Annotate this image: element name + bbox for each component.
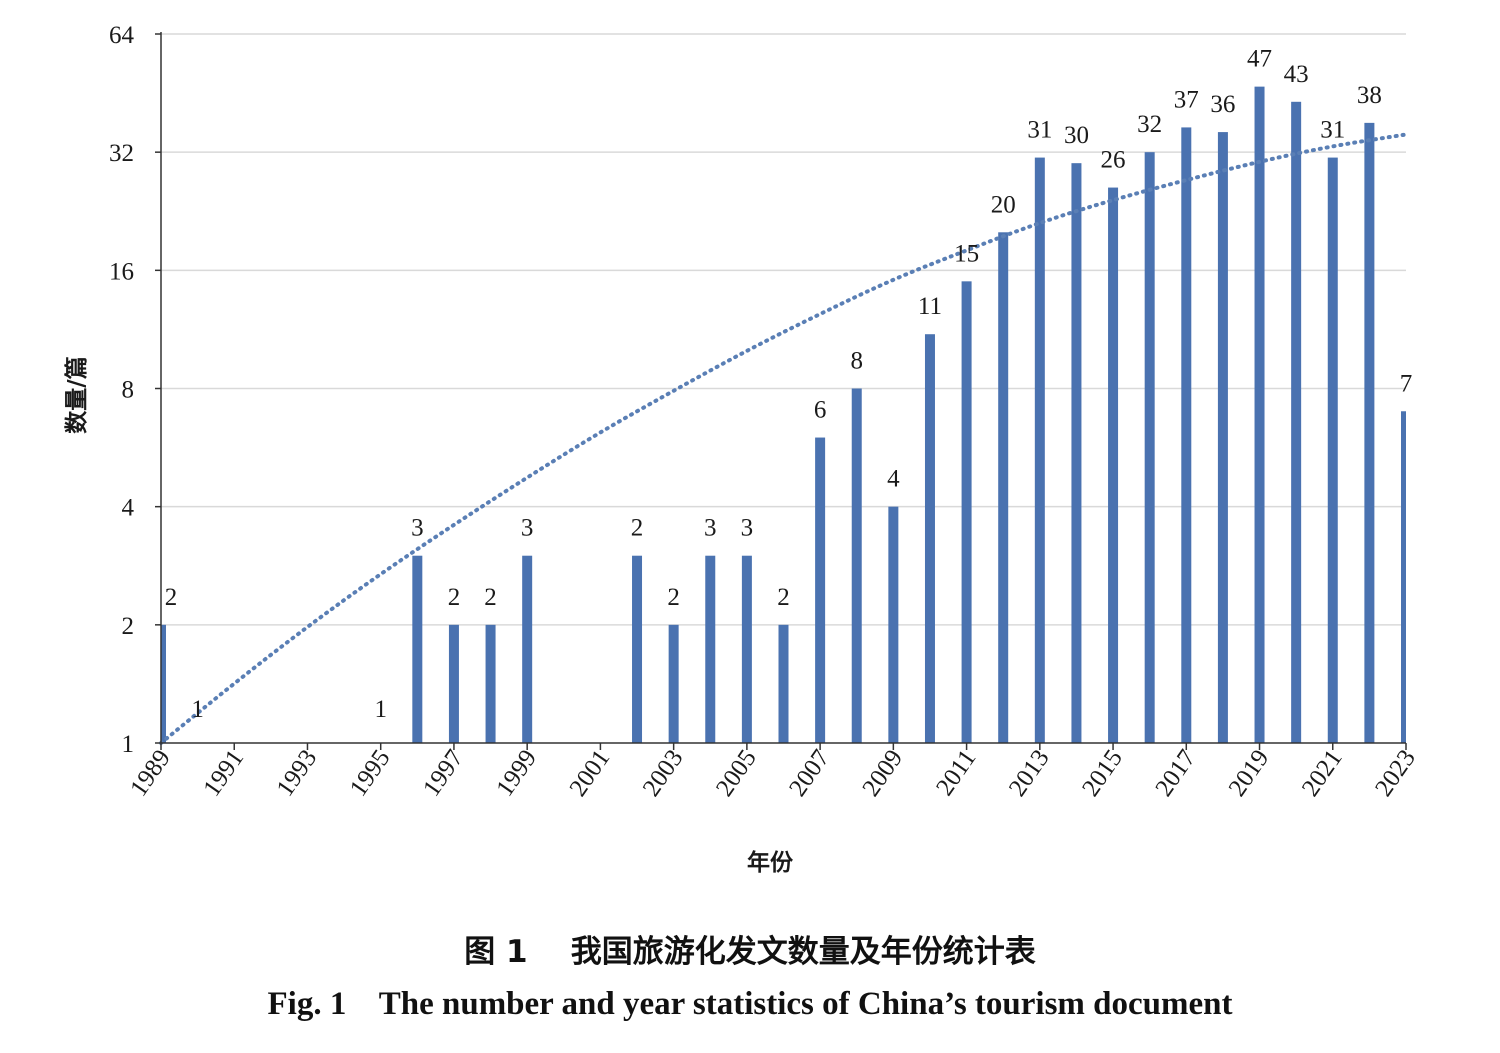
x-axis-title: 年份: [747, 849, 794, 876]
y-tick-label-16: 16: [109, 258, 134, 285]
x-tick-label-1997: 1997: [418, 745, 469, 801]
bar-2020: [1291, 101, 1302, 743]
bar-2002: [632, 555, 643, 743]
bar-1999: [522, 555, 533, 743]
bar-1989: [161, 624, 166, 743]
data-label-2017: 37: [1174, 86, 1199, 113]
x-tick-label-2021: 2021: [1297, 745, 1348, 801]
x-tick-label-2005: 2005: [711, 745, 762, 801]
y-tick-label-4: 4: [122, 495, 135, 522]
trendline: [159, 132, 1408, 745]
bars: [161, 86, 1406, 744]
data-label-2018: 36: [1210, 91, 1235, 118]
data-label-2021: 31: [1320, 117, 1345, 144]
data-label-2023: 7: [1400, 370, 1413, 397]
y-tick-label-64: 64: [109, 22, 135, 49]
bar-2008: [851, 388, 862, 743]
data-label-2003: 2: [667, 584, 680, 611]
y-tick-label-32: 32: [109, 140, 134, 167]
data-label-1999: 3: [521, 515, 534, 542]
data-label-2014: 30: [1064, 122, 1089, 149]
data-label-2011: 15: [954, 240, 979, 267]
x-tick-label-2023: 2023: [1370, 745, 1421, 801]
y-tick-label-8: 8: [122, 377, 135, 404]
bar-2005: [741, 555, 752, 743]
x-tick-label-1999: 1999: [491, 745, 542, 801]
bar-2013: [1034, 157, 1045, 744]
data-label-2015: 26: [1101, 147, 1126, 174]
data-label-1996: 3: [411, 515, 424, 542]
figure-caption-chinese: 图 1 我国旅游化发文数量及年份统计表: [464, 934, 1036, 970]
data-label-1997: 2: [448, 584, 461, 611]
x-tick-label-2009: 2009: [857, 745, 908, 801]
bar-2012: [998, 232, 1009, 743]
data-label-2020: 43: [1284, 61, 1309, 88]
data-label-2005: 3: [741, 515, 754, 542]
y-tick-label-1: 1: [122, 731, 135, 758]
bar-2007: [815, 437, 826, 743]
bar-2018: [1217, 132, 1228, 744]
data-label-1995: 1: [374, 696, 387, 723]
bar-2010: [924, 334, 935, 743]
data-label-1989: 2: [165, 584, 178, 611]
data-label-1990: 1: [191, 696, 204, 723]
bar-1996: [412, 555, 423, 743]
x-tick-label-2003: 2003: [638, 745, 689, 801]
x-tick-label-2007: 2007: [784, 745, 835, 801]
x-tick-label-2015: 2015: [1077, 745, 1128, 801]
y-tick-labels: 1 2 4 8 16 32 64: [109, 22, 135, 758]
data-label-2009: 4: [887, 466, 900, 493]
bar-1998: [485, 624, 496, 743]
bar-2023: [1401, 411, 1406, 743]
bar-2016: [1144, 152, 1155, 743]
data-label-2004: 3: [704, 515, 717, 542]
gridlines: [161, 33, 1406, 626]
bar-2003: [668, 624, 679, 743]
x-tick-label-1993: 1993: [272, 745, 323, 801]
data-label-1998: 2: [484, 584, 497, 611]
axes: [155, 32, 1407, 750]
data-label-2019: 47: [1247, 46, 1272, 73]
x-tick-label-1991: 1991: [198, 745, 249, 801]
bar-2004: [705, 555, 716, 743]
bar-2021: [1327, 157, 1338, 744]
bar-1997: [448, 624, 459, 743]
data-label-2022: 38: [1357, 82, 1382, 109]
data-label-2007: 6: [814, 397, 827, 424]
x-tick-label-2017: 2017: [1150, 745, 1201, 801]
bar-2019: [1254, 86, 1265, 743]
x-tick-label-2001: 2001: [565, 745, 616, 801]
bar-2015: [1108, 187, 1119, 744]
bar-2014: [1071, 163, 1082, 744]
bar-2006: [778, 624, 789, 743]
y-axis-title: 数量/篇: [63, 356, 90, 433]
data-label-2012: 20: [991, 191, 1016, 218]
x-tick-label-1995: 1995: [345, 745, 396, 801]
figure-caption-english: Fig. 1 The number and year statistics of…: [267, 986, 1233, 1022]
bar-2009: [888, 506, 899, 743]
bar-2017: [1181, 127, 1192, 743]
data-label-2008: 8: [850, 348, 863, 375]
x-tick-label-2011: 2011: [931, 745, 981, 801]
data-label-2002: 2: [631, 515, 644, 542]
y-tick-label-2: 2: [122, 613, 135, 640]
bar-2011: [961, 281, 972, 743]
x-tick-label-2019: 2019: [1224, 745, 1275, 801]
data-label-2010: 11: [918, 293, 942, 320]
data-label-2016: 32: [1137, 111, 1162, 138]
x-tick-labels: 1989 1991 1993 1995 1997 1999 2001 2003 2005 2007…: [125, 745, 1421, 801]
x-tick-label-2013: 2013: [1004, 745, 1055, 801]
data-label-2006: 2: [777, 584, 790, 611]
bar-2022: [1364, 122, 1375, 744]
data-label-2013: 31: [1027, 117, 1052, 144]
